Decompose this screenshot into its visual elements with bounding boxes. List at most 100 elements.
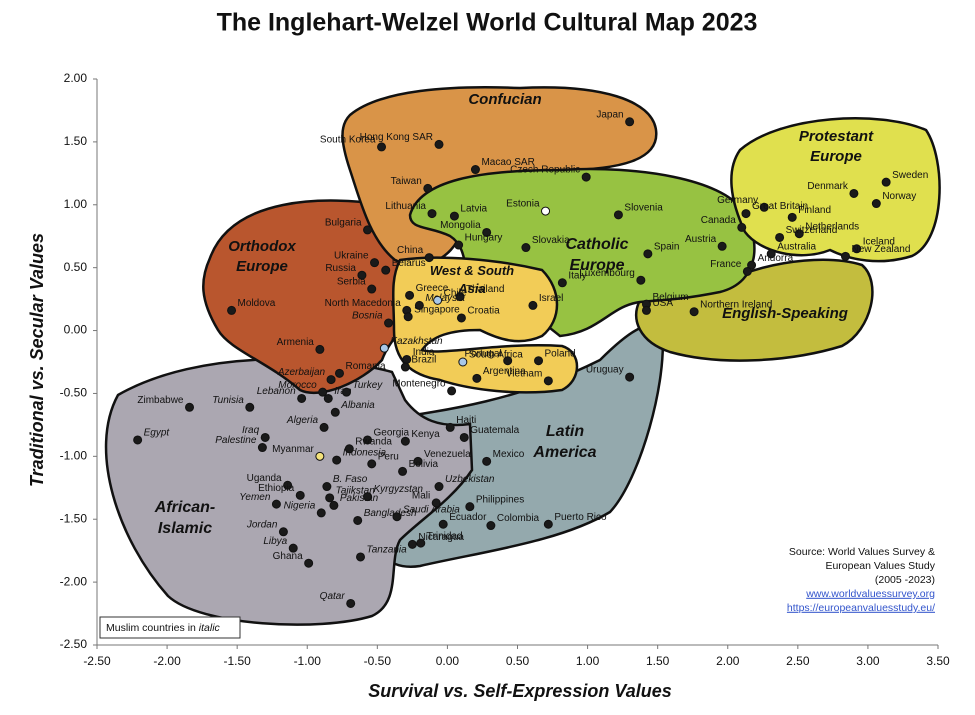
country-point — [133, 435, 143, 445]
region-label: Latin America — [532, 423, 596, 461]
note-text: Muslim countries in — [106, 622, 196, 634]
country-label: Israel — [539, 293, 563, 304]
note-box — [99, 616, 241, 639]
country-label: B. Faso — [333, 474, 368, 485]
x-tick-label: 2.00 — [716, 654, 740, 668]
country-label: Kyrgyzstan — [374, 484, 424, 495]
country-point — [871, 199, 881, 209]
country-point — [741, 209, 751, 219]
country-point — [766, 249, 776, 259]
country-label: Taiwan — [391, 176, 422, 187]
y-tick-label: -1.00 — [60, 449, 88, 463]
region-label-line: Europe — [236, 258, 288, 275]
source-link[interactable]: www.worldvaluessurvey.org — [805, 588, 935, 600]
country-point — [449, 211, 459, 221]
country-label: Jordan — [246, 519, 278, 530]
country-label: Japan — [596, 109, 623, 120]
country-point — [459, 432, 469, 442]
country-label: Iraq — [242, 425, 260, 436]
country-point — [613, 210, 623, 220]
country-label: Latvia — [460, 204, 487, 215]
regions — [104, 85, 941, 626]
country-label: Armenia — [277, 337, 315, 348]
country-label: Palestine — [215, 435, 257, 446]
country-point — [543, 376, 553, 386]
country-point — [521, 243, 531, 253]
country-point — [433, 295, 443, 305]
region-label-line: America — [532, 444, 596, 461]
country-point — [456, 313, 466, 323]
country-point — [636, 275, 646, 285]
y-tick-label: 2.00 — [64, 71, 88, 85]
region-orthodox — [202, 199, 422, 395]
country-point — [557, 278, 567, 288]
country-label: Uruguay — [586, 365, 624, 376]
x-tick-label: 1.00 — [576, 654, 600, 668]
region-label-line: Asia — [457, 281, 485, 296]
country-point — [185, 402, 195, 412]
y-tick-label: 0.50 — [64, 260, 88, 274]
country-label: Mexico — [493, 449, 525, 460]
source: Source: World Values Survey & European Va… — [787, 546, 936, 614]
region-label-line: Europe — [569, 257, 624, 274]
country-label: Norway — [882, 191, 916, 202]
country-label: Ukraine — [334, 250, 369, 261]
country-label: Puerto Rico — [554, 512, 607, 523]
country-point — [357, 270, 367, 280]
axes: -2.50 -2.00 -1.50 -1.00 -0.50 0.00 0.50 1.00 1.5… — [60, 71, 950, 668]
country-point — [288, 543, 298, 553]
country-label: Georgia — [374, 428, 410, 439]
region-label-line: Orthodox — [228, 238, 296, 255]
country-label: Guatemala — [470, 425, 519, 436]
country-label: Slovakia — [532, 235, 570, 246]
country-label: Hong Kong SAR — [360, 132, 433, 143]
note: Muslim countries in italic — [106, 622, 221, 634]
country-label: Vietnam — [506, 369, 543, 380]
country-point — [840, 251, 850, 261]
country-label: Ethiopia — [258, 483, 295, 494]
country-point — [747, 260, 757, 270]
source-link[interactable]: https://europeanvaluesstudy.eu/ — [787, 602, 935, 614]
country-label: Brazil — [411, 355, 436, 366]
region-label-line: Latin — [546, 423, 584, 440]
country-point — [363, 225, 373, 235]
country-point — [881, 177, 891, 187]
country-label: Pakistan — [340, 493, 379, 504]
y-tick-label: 1.00 — [64, 197, 88, 211]
country-point — [325, 493, 335, 503]
country-label: Greece — [416, 283, 449, 294]
country-point — [402, 354, 412, 364]
country-label: Nigeria — [284, 501, 316, 512]
y-tick-label: -2.50 — [60, 637, 88, 651]
country-label: Chile — [444, 288, 467, 299]
country-point — [326, 375, 336, 385]
y-tick-label: 0.00 — [64, 323, 88, 337]
x-tick-label: -1.00 — [294, 654, 322, 668]
country-point — [407, 539, 417, 549]
country-point — [413, 456, 423, 466]
country-label: Ecuador — [449, 512, 487, 523]
source-line: European Values Study — [825, 560, 935, 572]
region-label-line: Islamic — [158, 520, 212, 537]
country-point — [775, 232, 785, 242]
country-label: Zimbabwe — [137, 395, 184, 406]
x-axis-title: Survival vs. Self-Expression Values — [368, 681, 671, 701]
country-label: South Korea — [320, 135, 376, 146]
country-point — [363, 492, 373, 502]
source-line: Source: World Values Survey & — [789, 546, 935, 558]
country-point — [482, 456, 492, 466]
country-point — [434, 482, 444, 492]
country-label: China — [397, 245, 424, 256]
country-label: Austria — [685, 234, 717, 245]
country-label: Andorra — [758, 253, 794, 264]
country-point — [581, 172, 591, 182]
country-point — [470, 165, 480, 175]
country-label: Rwanda — [355, 436, 392, 447]
x-tick-label: 3.50 — [926, 654, 950, 668]
country-label: Albania — [340, 400, 375, 411]
country-point — [503, 356, 513, 366]
x-tick-label: -2.50 — [83, 654, 111, 668]
country-label: France — [710, 259, 742, 270]
country-point — [434, 139, 444, 149]
